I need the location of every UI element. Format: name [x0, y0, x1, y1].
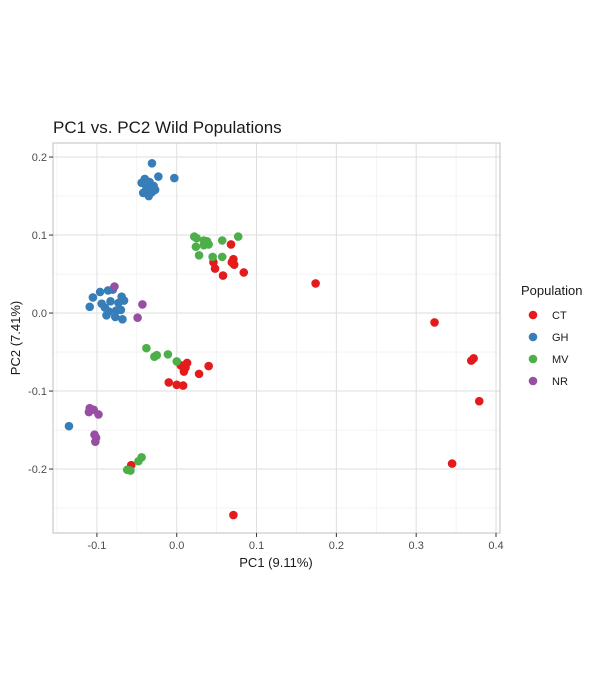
points-layer — [64, 158, 484, 520]
legend-label-gh: GH — [552, 332, 569, 344]
data-point-gh — [147, 187, 157, 197]
data-point-gh — [170, 173, 179, 183]
data-point-ct — [210, 264, 220, 273]
legend-label-mv: MV — [552, 354, 569, 366]
data-point-ct — [226, 240, 236, 249]
data-point-ct — [229, 510, 238, 520]
x-axis-title: PC1 (9.11%) — [239, 555, 312, 570]
data-point-ct — [430, 318, 439, 327]
data-point-ct — [182, 358, 192, 368]
data-point-gh — [106, 297, 115, 306]
data-point-gh — [116, 305, 126, 315]
series-nr — [84, 282, 147, 447]
y-tick-label: -0.1 — [28, 386, 47, 398]
data-point-gh — [88, 293, 98, 302]
series-gh — [64, 158, 179, 431]
data-point-mv — [217, 236, 227, 245]
legend-title: Population — [521, 283, 582, 298]
chart-title: PC1 vs. PC2 Wild Populations — [53, 118, 282, 137]
data-point-ct — [474, 396, 484, 406]
data-point-ct — [164, 378, 174, 387]
legend-key-ct — [528, 310, 538, 320]
data-point-mv — [217, 252, 227, 262]
panel-border — [52, 142, 501, 534]
data-point-gh — [85, 302, 95, 312]
data-point-mv — [208, 252, 217, 262]
data-point-nr — [94, 410, 103, 419]
data-point-mv — [137, 453, 146, 462]
x-tick-label: 0.3 — [409, 540, 424, 552]
legend-items: CT GH MV NR — [528, 310, 569, 388]
data-point-mv — [192, 233, 201, 243]
y-tick-label: 0.0 — [32, 308, 47, 320]
data-point-mv — [233, 232, 243, 241]
data-point-nr — [110, 282, 119, 291]
data-point-gh — [64, 421, 74, 431]
data-point-gh — [147, 158, 157, 168]
y-tick-label: 0.1 — [32, 230, 47, 242]
y-tick-label: 0.2 — [32, 152, 47, 164]
data-point-gh — [154, 172, 163, 181]
x-tick-label: 0.0 — [169, 540, 184, 552]
data-point-gh — [114, 298, 123, 308]
legend-item-ct: CT — [528, 310, 567, 322]
x-tick-label: 0.4 — [488, 540, 503, 552]
data-point-ct — [229, 260, 239, 269]
data-point-gh — [110, 312, 120, 322]
data-point-gh — [102, 311, 111, 320]
grid — [53, 143, 500, 533]
data-point-mv — [163, 350, 173, 359]
data-point-mv — [191, 242, 201, 252]
data-point-ct — [311, 279, 320, 288]
data-point-nr — [91, 437, 100, 447]
axis-ticks: -0.1 0.0 0.1 0.2 0.3 0.4 -0.2 -0.1 0.0 0.1 0.2 — [28, 152, 504, 552]
data-point-ct — [172, 380, 182, 390]
plot-panel — [52, 142, 501, 534]
data-point-mv — [122, 465, 132, 475]
legend-key-mv — [528, 354, 538, 364]
data-point-mv — [204, 240, 213, 249]
data-point-nr — [133, 313, 142, 323]
data-point-ct — [447, 459, 457, 468]
data-point-mv — [152, 350, 162, 360]
legend-item-gh: GH — [528, 332, 569, 344]
legend: Population CT GH MV NR — [521, 283, 582, 388]
data-point-gh — [118, 314, 127, 324]
data-point-ct — [178, 381, 188, 390]
data-point-mv — [194, 251, 204, 260]
legend-label-nr: NR — [552, 376, 568, 388]
data-point-ct — [469, 353, 478, 363]
data-point-ct — [194, 369, 204, 379]
x-tick-label: -0.1 — [87, 540, 106, 552]
data-point-mv — [172, 357, 182, 366]
x-tick-label: 0.1 — [249, 540, 264, 552]
data-point-ct — [239, 268, 249, 277]
data-point-mv — [142, 343, 151, 353]
series-ct — [126, 240, 484, 520]
data-point-nr — [138, 300, 147, 309]
series-mv — [122, 232, 243, 475]
legend-label-ct: CT — [552, 310, 567, 322]
x-tick-label: 0.2 — [329, 540, 344, 552]
legend-key-gh — [528, 332, 538, 342]
y-axis-title: PC2 (7.41%) — [8, 301, 23, 375]
legend-key-nr — [528, 376, 538, 386]
data-point-ct — [179, 367, 189, 376]
data-point-ct — [218, 271, 228, 280]
data-point-gh — [95, 287, 105, 297]
y-tick-label: -0.2 — [28, 464, 47, 476]
legend-item-nr: NR — [528, 376, 568, 388]
legend-item-mv: MV — [528, 354, 569, 366]
data-point-ct — [204, 361, 213, 371]
